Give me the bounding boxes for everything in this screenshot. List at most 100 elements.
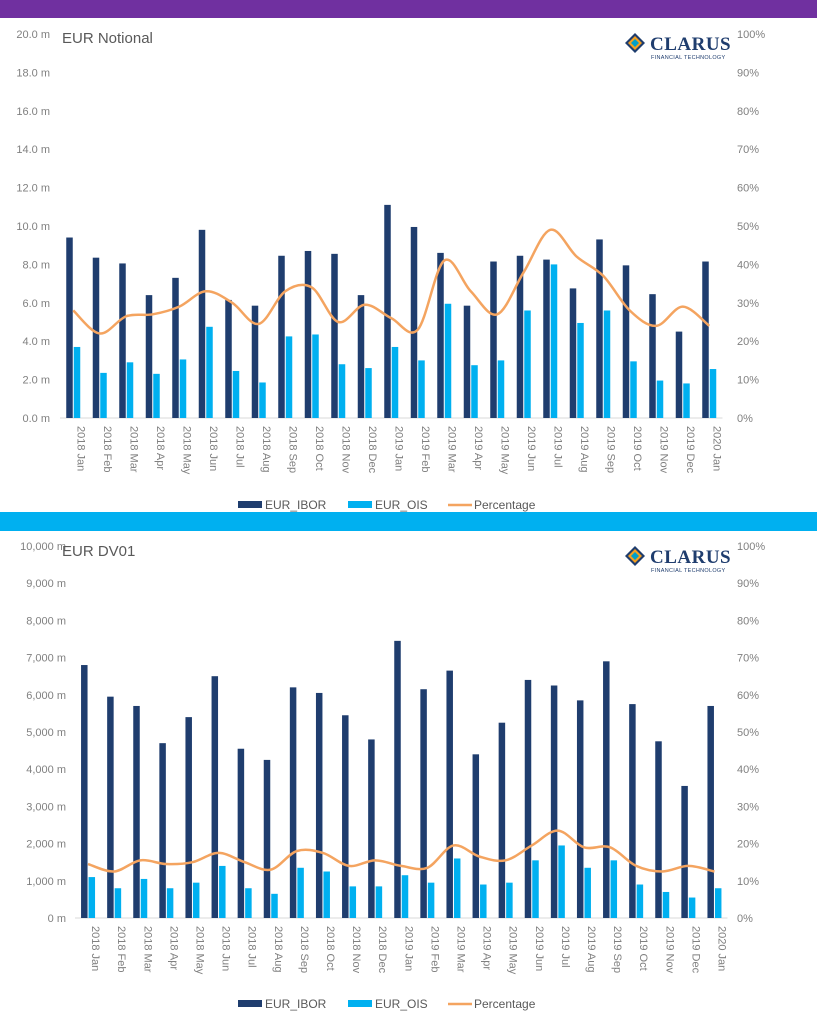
x-category-label: 2019 Nov: [663, 926, 675, 974]
bar-eur-ois: [126, 362, 134, 418]
bar-eur-ois: [73, 346, 81, 418]
bar-eur-ois: [453, 858, 461, 918]
bar-eur-ibor: [119, 263, 126, 418]
x-category-label: 2018 Jan: [89, 926, 101, 971]
chart-title: EUR DV01: [62, 543, 136, 560]
logo-tagline: FINANCIAL TECHNOLOGY: [651, 55, 726, 61]
x-category-label: 2018 Jul: [246, 926, 258, 968]
y-right-tick-label: 100%: [737, 541, 765, 553]
bar-eur-ibor: [649, 294, 656, 418]
y-right-tick-label: 100%: [737, 29, 765, 41]
bar-eur-ibor: [384, 204, 391, 418]
y-right-tick-label: 60%: [737, 690, 759, 702]
y-left-tick-label: 20.0 m: [16, 29, 50, 41]
bar-eur-ois: [140, 878, 148, 918]
logo-name: CLARUS: [650, 547, 732, 568]
y-right-tick-label: 50%: [737, 221, 759, 233]
x-category-label: 2018 Sep: [298, 926, 310, 973]
bar-eur-ois: [192, 882, 200, 918]
bar-eur-ois: [683, 383, 690, 418]
bar-eur-ois: [558, 845, 565, 918]
y-left-tick-label: 5,000 m: [26, 727, 66, 739]
x-category-label: 2019 Jan: [392, 426, 404, 471]
bar-eur-ois: [471, 365, 478, 418]
bar-eur-ois: [391, 346, 399, 418]
x-category-label: 2019 Jan: [402, 926, 414, 971]
x-category-label: 2018 Apr: [167, 926, 179, 970]
bar-eur-ibor: [446, 670, 453, 918]
x-category-label: 2019 Jul: [551, 426, 563, 468]
x-category-label: 2018 Aug: [260, 426, 272, 473]
bar-eur-ois: [88, 877, 96, 918]
y-left-tick-label: 6.0 m: [22, 298, 50, 310]
y-left-tick-label: 4.0 m: [22, 336, 50, 348]
top-color-band: [0, 0, 817, 18]
y-right-tick-label: 60%: [737, 183, 759, 195]
bar-eur-ibor: [702, 261, 709, 418]
y-left-tick-label: 1,000 m: [26, 876, 66, 888]
x-category-label: 2018 Sep: [286, 426, 298, 473]
bar-eur-ois: [524, 310, 531, 418]
x-category-label: 2018 Mar: [141, 926, 153, 973]
bar-eur-ibor: [331, 253, 338, 418]
bar-eur-ibor: [524, 679, 532, 918]
bar-eur-ois: [312, 334, 319, 418]
bar-eur-ibor: [516, 255, 524, 418]
x-category-label: 2018 Jul: [233, 426, 245, 468]
dv01-chart-panel: 0 m 1,000 m 2,000 m 3,000 m 4,000 m 5,000 m 6,…: [0, 531, 817, 1024]
bar-eur-ibor: [394, 640, 401, 918]
x-category-label: 2019 Oct: [631, 426, 643, 471]
bar-eur-ois: [338, 364, 346, 418]
bar-eur-ibor: [133, 705, 140, 918]
x-category-label: 2019 Jun: [533, 926, 545, 971]
logo-tagline: FINANCIAL TECHNOLOGY: [651, 568, 726, 574]
legend-swatch-eur-ibor: [238, 1000, 262, 1007]
x-category-label: 2019 Mar: [454, 926, 466, 973]
bar-eur-ois: [153, 373, 160, 418]
x-category-label: 2019 May: [507, 926, 519, 975]
bar-eur-ibor: [420, 689, 427, 918]
x-category-label: 2018 Mar: [127, 426, 139, 473]
bar-eur-ibor: [596, 239, 603, 418]
bar-eur-ois: [550, 264, 558, 418]
y-left-tick-label: 0.0 m: [22, 413, 50, 425]
y-right-tick-label: 0%: [737, 913, 753, 925]
bar-eur-ibor: [498, 722, 506, 918]
y-right-tick-label: 70%: [737, 653, 759, 665]
bar-eur-ois: [532, 860, 539, 918]
x-category-label: 2018 Jan: [74, 426, 86, 471]
x-category-label: 2019 Sep: [611, 926, 623, 973]
bar-eur-ois: [232, 370, 240, 418]
x-category-label: 2019 Feb: [428, 926, 440, 972]
bar-eur-ibor: [159, 743, 166, 918]
y-right-tick-label: 70%: [737, 144, 759, 156]
y-left-tick-label: 2,000 m: [26, 839, 66, 851]
x-category-label: 2019 Oct: [637, 926, 649, 971]
y-right-tick-label: 80%: [737, 106, 759, 118]
bar-eur-ibor: [629, 704, 636, 918]
bar-eur-ois: [401, 875, 409, 918]
x-category-label: 2018 May: [193, 926, 205, 975]
bar-eur-ibor: [145, 295, 153, 418]
bar-eur-ibor: [185, 717, 192, 918]
y-left-tick-label: 6,000 m: [26, 690, 66, 702]
bar-eur-ibor: [622, 265, 630, 418]
legend-swatch-eur-ois: [348, 1000, 372, 1007]
y-left-tick-label: 4,000 m: [26, 764, 66, 776]
legend-label-eur-ois: EUR_OIS: [375, 498, 428, 512]
bar-eur-ibor: [569, 288, 577, 418]
y-right-tick-label: 10%: [737, 876, 759, 888]
bar-eur-ois: [427, 882, 435, 918]
x-category-label: 2018 Feb: [115, 926, 127, 972]
legend-label-eur-ibor: EUR_IBOR: [265, 997, 327, 1011]
bar-eur-ois: [418, 360, 425, 418]
notional-chart-svg: 0.0 m 2.0 m 4.0 m 6.0 m 8.0 m 10.0 m 12.0 m 14.…: [16, 29, 765, 512]
percentage-line: [87, 829, 715, 873]
bar-eur-ibor: [410, 226, 418, 418]
x-category-label: 2019 Apr: [481, 926, 493, 970]
bar-eur-ibor: [211, 676, 219, 918]
bar-eur-ibor: [251, 305, 259, 418]
bar-eur-ibor: [655, 741, 662, 918]
logo-name: CLARUS: [650, 34, 732, 55]
bar-eur-ibor: [463, 305, 471, 418]
